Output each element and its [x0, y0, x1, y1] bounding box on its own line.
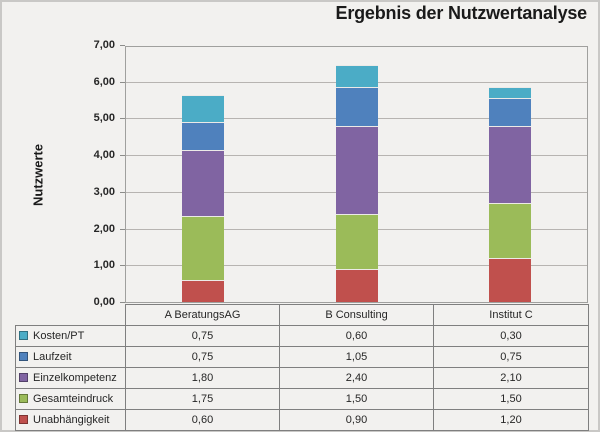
value-cell: 0,90 [279, 409, 434, 431]
legend-label-cell: Kosten/PT [15, 325, 126, 347]
y-tick-mark [120, 81, 125, 83]
legend-swatch-icon [19, 373, 28, 382]
value-cell: 1,80 [125, 367, 280, 389]
category-header: Institut C [433, 304, 589, 326]
bar-segment-kosten-pt [489, 87, 531, 99]
y-tick-mark [120, 302, 125, 303]
bar-segment-unabh-ngigkeit [336, 269, 378, 302]
value-cell: 0,75 [433, 346, 589, 368]
table-row: Unabhängigkeit 0,60 0,90 1,20 [15, 409, 589, 431]
value-cell: 1,20 [433, 409, 589, 431]
value-cell: 0,60 [279, 325, 434, 347]
y-tick-label: 1,00 [93, 259, 115, 272]
stacked-bar-2 [336, 65, 378, 302]
legend-swatch-icon [19, 415, 28, 424]
bar-segment-laufzeit [336, 87, 378, 126]
table-row: Kosten/PT 0,75 0,60 0,30 [15, 325, 589, 347]
category-header: A BeratungsAG [125, 304, 280, 326]
bar-segment-unabh-ngigkeit [182, 280, 224, 302]
y-tick-mark [120, 228, 125, 230]
bar-segment-gesamteindruck [182, 215, 224, 280]
category-header: B Consulting [279, 304, 434, 326]
table-row: Laufzeit 0,75 1,05 0,75 [15, 346, 589, 368]
table-blank-cell [16, 305, 126, 326]
bar-segment-einzelkompetenz [182, 149, 224, 216]
legend-swatch-icon [19, 394, 28, 403]
plot-area [125, 46, 588, 303]
y-tick-mark [120, 118, 125, 120]
value-cell: 0,75 [125, 346, 280, 368]
legend-label-cell: Gesamteindruck [15, 388, 126, 410]
y-tick-label: 7,00 [93, 39, 115, 51]
bar-segment-kosten-pt [336, 65, 378, 88]
chart-title: Ergebnis der Nutzwertanalyse [335, 3, 588, 23]
y-tick-label: 2,00 [93, 222, 115, 235]
bar-segment-unabh-ngigkeit [489, 257, 531, 302]
value-cell: 0,30 [433, 325, 589, 347]
bar-segment-laufzeit [489, 98, 531, 126]
bar-segment-einzelkompetenz [336, 125, 378, 214]
bar-segment-gesamteindruck [489, 202, 531, 258]
table-row: Einzelkompetenz 1,80 2,40 2,10 [15, 367, 589, 389]
legend-label-cell: Einzelkompetenz [15, 367, 126, 389]
table-header-row: A BeratungsAG B Consulting Institut C [16, 304, 589, 326]
y-tick-mark [120, 155, 125, 157]
legend-swatch-icon [19, 352, 28, 361]
y-tick-mark [120, 45, 125, 46]
y-tick-mark [120, 191, 125, 193]
bar-segment-kosten-pt [182, 94, 224, 123]
legend-label-cell: Laufzeit [15, 346, 126, 368]
value-cell: 2,40 [279, 367, 434, 389]
y-tick-label: 6,00 [93, 75, 115, 88]
y-tick-label: 3,00 [93, 185, 115, 198]
stacked-bar-3 [489, 87, 531, 302]
y-tick-label: 0,00 [93, 296, 115, 308]
bar-segment-laufzeit [182, 122, 224, 150]
value-cell: 1,75 [125, 388, 280, 410]
table-row: Gesamteindruck 1,75 1,50 1,50 [15, 388, 589, 410]
value-cell: 1,50 [279, 388, 434, 410]
value-cell: 1,05 [279, 346, 434, 368]
y-tick-label: 4,00 [93, 149, 115, 162]
stacked-bar-1 [182, 94, 224, 302]
value-cell: 2,10 [433, 367, 589, 389]
bar-segment-gesamteindruck [336, 213, 378, 269]
data-table: A BeratungsAG B Consulting Institut C Koste… [15, 304, 589, 431]
legend-swatch-icon [19, 331, 28, 340]
y-tick-label: 5,00 [93, 112, 115, 125]
value-cell: 0,60 [125, 409, 280, 431]
legend-label-cell: Unabhängigkeit [15, 409, 126, 431]
value-cell: 0,75 [125, 325, 280, 347]
y-tick-mark [120, 265, 125, 267]
value-cell: 1,50 [433, 388, 589, 410]
bar-segment-einzelkompetenz [489, 125, 531, 203]
y-axis-title: Nutzwerte [30, 143, 46, 207]
